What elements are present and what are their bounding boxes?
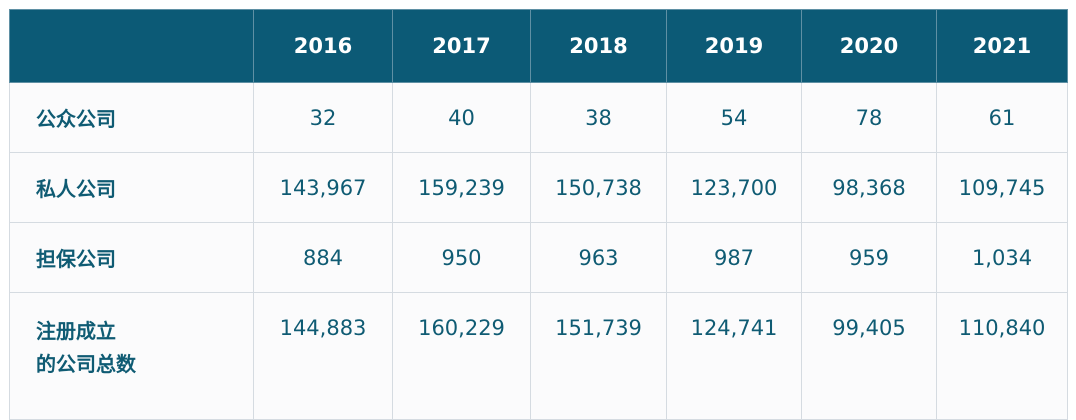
header-year-cell: 2020 [801,9,937,83]
table-cell: 144,883 [253,292,393,420]
table-cell: 143,967 [253,152,393,223]
table-cell: 38 [530,82,667,153]
header-year-cell: 2017 [392,9,531,83]
table-cell: 78 [801,82,937,153]
table-row: 私人公司 143,967 159,239 150,738 123,700 98,… [9,152,1068,223]
header-year-cell: 2021 [936,9,1068,83]
table-cell: 150,738 [530,152,667,223]
header-row: 2016 2017 2018 2019 2020 2021 [9,9,1068,83]
table-cell: 1,034 [936,222,1068,293]
table-row: 注册成立 的公司总数 144,883 160,229 151,739 124,7… [9,292,1068,420]
row-label: 担保公司 [9,222,254,293]
table-cell: 963 [530,222,667,293]
table-cell: 151,739 [530,292,667,420]
table-cell: 123,700 [666,152,802,223]
table-cell: 109,745 [936,152,1068,223]
table-row: 担保公司 884 950 963 987 959 1,034 [9,222,1068,293]
table-cell: 110,840 [936,292,1068,420]
table-cell: 32 [253,82,393,153]
table-cell: 884 [253,222,393,293]
table-cell: 40 [392,82,531,153]
header-corner-cell [9,9,254,83]
table-cell: 159,239 [392,152,531,223]
row-label: 私人公司 [9,152,254,223]
row-label-line: 注册成立 [36,319,116,343]
table-cell: 99,405 [801,292,937,420]
table-cell: 124,741 [666,292,802,420]
table-cell: 98,368 [801,152,937,223]
header-year-cell: 2019 [666,9,802,83]
table-cell: 61 [936,82,1068,153]
header-year-cell: 2018 [530,9,667,83]
company-registration-table: 2016 2017 2018 2019 2020 2021 公众公司 32 40… [9,9,1068,420]
table-row: 公众公司 32 40 38 54 78 61 [9,82,1068,153]
table-cell: 959 [801,222,937,293]
row-label: 注册成立 的公司总数 [9,292,254,420]
table-cell: 54 [666,82,802,153]
table-cell: 160,229 [392,292,531,420]
row-label: 公众公司 [9,82,254,153]
header-year-cell: 2016 [253,9,393,83]
row-label-line: 的公司总数 [36,352,136,376]
table-cell: 950 [392,222,531,293]
table-cell: 987 [666,222,802,293]
